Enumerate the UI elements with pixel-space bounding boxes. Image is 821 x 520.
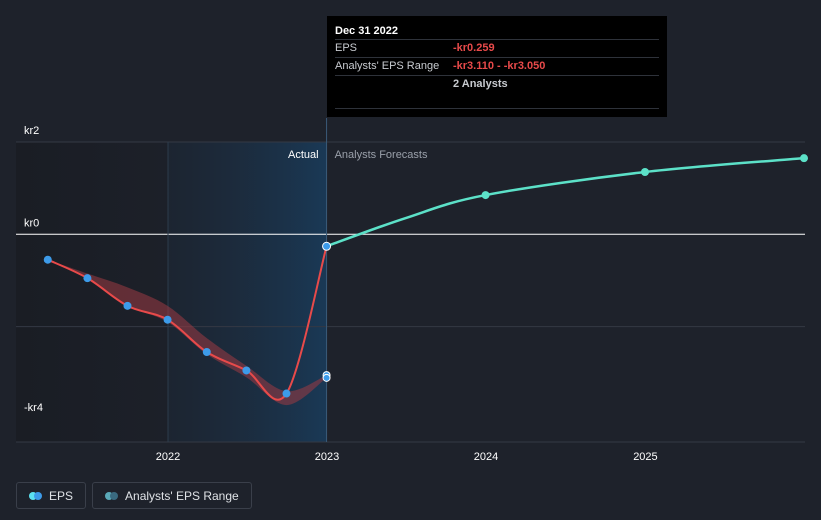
eps-point bbox=[322, 241, 332, 251]
x-tick-label: 2023 bbox=[315, 451, 339, 463]
eps-point bbox=[242, 366, 251, 375]
tooltip-eps-label: EPS bbox=[335, 42, 358, 54]
x-tick-label: 2024 bbox=[474, 451, 498, 463]
forecast-point bbox=[800, 154, 808, 163]
legend-eps-label: EPS bbox=[49, 488, 74, 503]
eps-line bbox=[47, 245, 328, 401]
eps-legend-icon bbox=[29, 491, 42, 500]
eps-point bbox=[282, 389, 291, 398]
tooltip-range-value: -kr3.110 - -kr3.050 bbox=[453, 60, 546, 72]
tooltip-row-eps: EPS -kr0.259 bbox=[335, 39, 659, 57]
past-region bbox=[16, 142, 168, 442]
eps-range-band bbox=[47, 259, 327, 406]
y-tick-label: -kr4 bbox=[24, 402, 43, 414]
eps-point bbox=[83, 274, 92, 283]
y-tick-label: kr2 bbox=[24, 125, 39, 137]
legend-item-eps[interactable]: EPS bbox=[16, 482, 87, 509]
forecast-point bbox=[641, 168, 649, 176]
range-low-point bbox=[322, 373, 331, 382]
forecast-line bbox=[326, 156, 805, 248]
tooltip-divider bbox=[335, 108, 659, 109]
eps-range-legend-icon bbox=[105, 491, 119, 500]
eps-tooltip: Dec 31 2022 EPS -kr0.259 Analysts' EPS R… bbox=[327, 16, 667, 117]
y-tick-label: kr0 bbox=[24, 217, 39, 229]
eps-point bbox=[202, 348, 211, 356]
x-tick-label: 2022 bbox=[156, 451, 180, 463]
tooltip-range-label: Analysts' EPS Range bbox=[335, 60, 440, 72]
forecast-label: Analysts Forecasts bbox=[335, 149, 428, 161]
x-tick-label: 2025 bbox=[633, 451, 657, 463]
eps-point bbox=[43, 255, 52, 264]
forecast-point bbox=[481, 191, 490, 200]
tooltip-date: Dec 31 2022 bbox=[335, 25, 398, 37]
tooltip-row-analysts: 2 Analysts bbox=[335, 75, 659, 93]
legend-eps-range-label: Analysts' EPS Range bbox=[125, 488, 239, 503]
tooltip-analysts-label bbox=[335, 76, 453, 93]
tooltip-analysts-value: 2 Analysts bbox=[453, 78, 508, 90]
chart-legend: EPS Analysts' EPS Range bbox=[16, 482, 252, 509]
actual-label: Actual bbox=[288, 149, 319, 161]
tooltip-eps-value: -kr0.259 bbox=[453, 42, 495, 54]
eps-point bbox=[163, 315, 172, 324]
legend-item-eps-range[interactable]: Analysts' EPS Range bbox=[92, 482, 252, 509]
tooltip-row-range: Analysts' EPS Range -kr3.110 - -kr3.050 bbox=[335, 57, 659, 75]
eps-point bbox=[123, 301, 132, 310]
